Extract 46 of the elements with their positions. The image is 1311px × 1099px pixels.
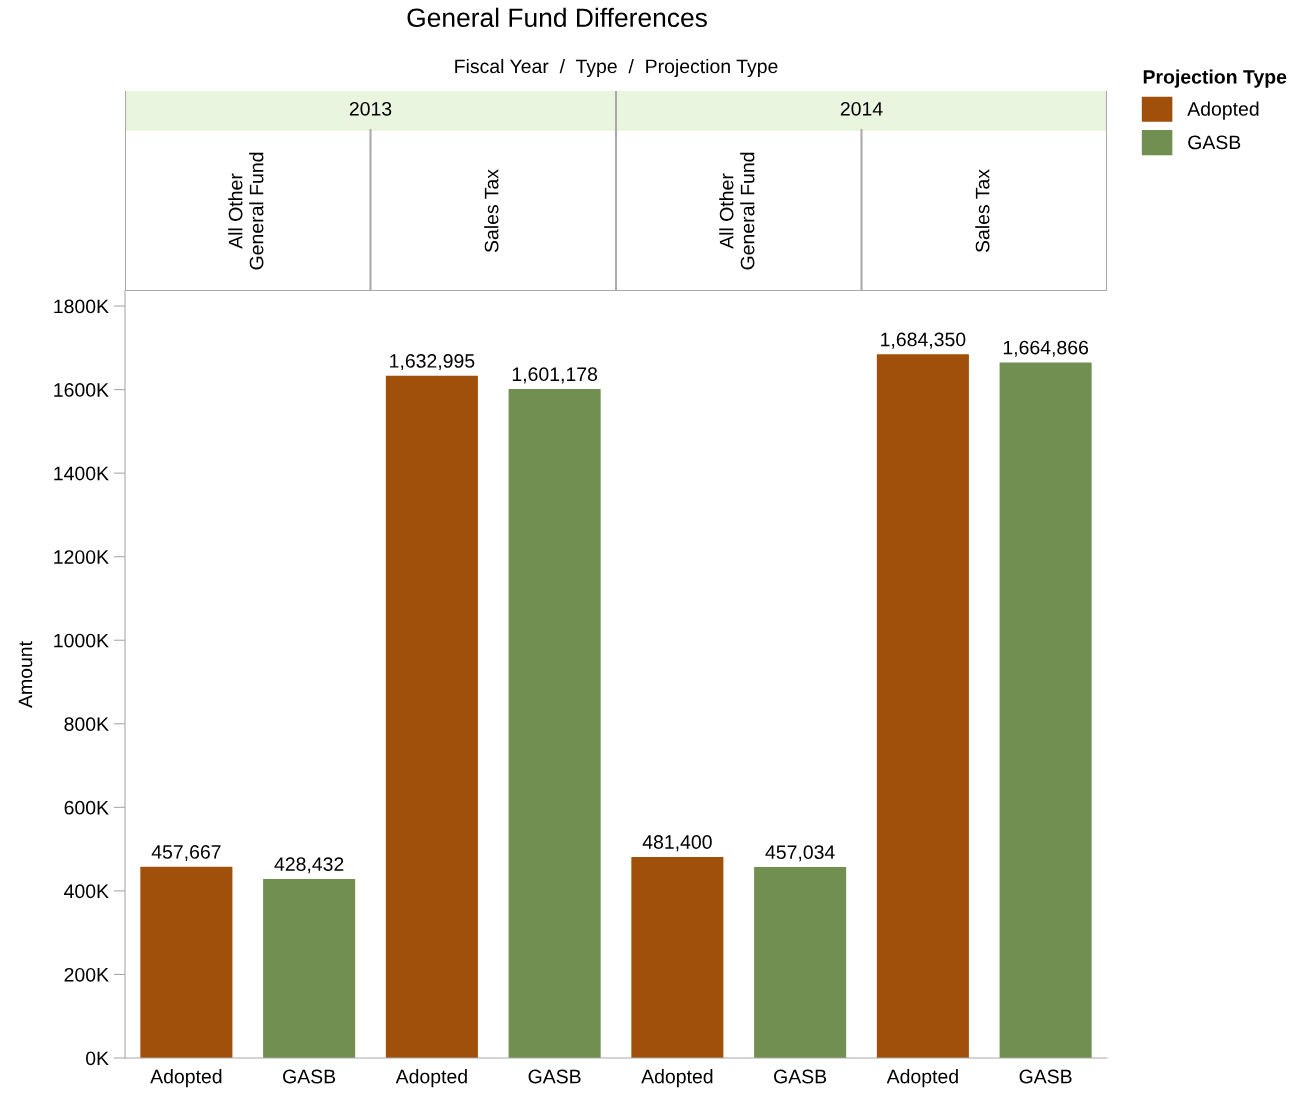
data-label: 457,034 [765, 845, 835, 862]
bar [385, 375, 478, 1058]
y-tick-label: 1200K [54, 550, 109, 564]
legend-label: GASB [1188, 135, 1241, 150]
y-tick-label: 600K [64, 800, 109, 815]
x-tick-label: Adopted [395, 1069, 467, 1088]
y-tick-label: 400K [64, 884, 109, 899]
x-tick-label: Adopted [150, 1069, 222, 1088]
data-label: 481,400 [642, 835, 712, 852]
x-tick-label: GASB [774, 1069, 827, 1084]
bar [508, 389, 601, 1058]
x-tick-label: GASB [528, 1069, 581, 1084]
chart-subtitle: Fiscal Year / Type / Projection Type [455, 58, 778, 78]
x-tick-label: GASB [283, 1069, 336, 1084]
x-tick-label: GASB [1019, 1069, 1072, 1084]
y-tick-label: 800K [64, 717, 109, 732]
text: Sales Tax [484, 169, 499, 253]
data-label: 1,601,178 [512, 367, 598, 384]
data-label: 428,432 [274, 857, 344, 874]
y-tick-label: 1600K [54, 383, 109, 397]
text: Sales Tax [975, 169, 990, 253]
x-tick-label: Adopted [886, 1069, 958, 1088]
legend-label: Adopted [1187, 101, 1259, 120]
y-tick-label: 200K [64, 967, 109, 982]
data-label: 1,664,866 [1003, 340, 1089, 357]
bar [263, 879, 356, 1058]
text: 2014 [840, 101, 883, 116]
text: All Other General Fund [719, 152, 755, 270]
bar [140, 866, 233, 1058]
bar [876, 354, 969, 1058]
y-tick-label: 1000K [54, 633, 109, 648]
data-label: 1,684,350 [881, 332, 966, 349]
bar [999, 362, 1092, 1058]
bar [631, 856, 724, 1058]
y-tick-label: 1800K [54, 299, 109, 314]
text: All Other General Fund [228, 152, 264, 270]
bar [754, 867, 847, 1058]
x-tick-label: Adopted [641, 1069, 713, 1088]
data-label: 1,632,995 [390, 354, 475, 371]
text: 2013 [349, 101, 392, 116]
data-label: 457,667 [151, 845, 221, 862]
y-axis-title: Amount [18, 641, 33, 708]
chart-title: General Fund Differences [407, 7, 707, 28]
y-tick-label: 1400K [54, 466, 109, 481]
y-tick-label: 0K [86, 1051, 109, 1066]
legend-title: Projection Type [1143, 69, 1287, 88]
